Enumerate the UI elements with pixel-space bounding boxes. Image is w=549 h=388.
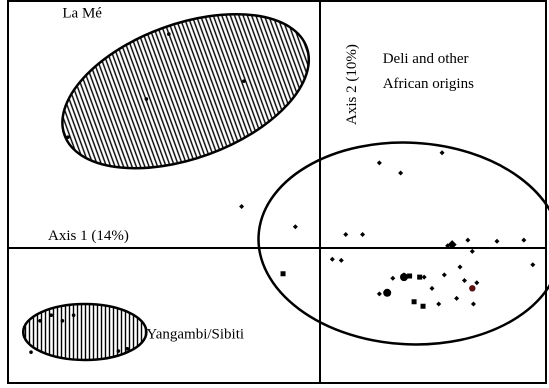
data-point [454, 295, 460, 301]
data-point [376, 160, 382, 166]
group-ellipses [21, 12, 549, 362]
data-points [29, 32, 536, 354]
data-point [469, 285, 476, 292]
data-point [436, 301, 442, 307]
data-point [144, 97, 149, 101]
data-point [66, 135, 70, 139]
group-label-deli-line-2: African origins [383, 76, 474, 92]
data-point [38, 319, 42, 323]
data-point [343, 232, 349, 238]
data-point [470, 301, 476, 307]
data-point [390, 275, 396, 281]
data-point [280, 271, 286, 277]
data-point [465, 237, 471, 243]
data-point [474, 280, 480, 286]
data-point [494, 238, 500, 244]
chart-border [7, 0, 547, 384]
data-point [469, 248, 475, 254]
data-point [400, 273, 408, 282]
data-point [292, 224, 298, 230]
data-point [417, 274, 423, 280]
data-point [167, 32, 171, 36]
data-point [329, 256, 335, 262]
data-point [60, 319, 65, 323]
group-ellipse-2 [257, 141, 549, 346]
data-point [338, 257, 344, 263]
group-label-deli-line-1: Deli and other [383, 51, 469, 67]
data-point [441, 272, 447, 278]
data-point [420, 303, 426, 309]
data-point [125, 347, 130, 351]
data-point [411, 299, 417, 305]
data-point [421, 274, 427, 280]
data-point [398, 170, 404, 176]
group-label-yangambi-sibiti: Yangambi/Sibiti [146, 327, 244, 343]
data-point [447, 240, 457, 250]
data-point [407, 273, 413, 279]
data-point [239, 204, 245, 210]
data-point [521, 237, 527, 243]
data-point [429, 285, 435, 291]
axis-2-label: Axis 2 (10%) [344, 44, 360, 125]
data-point [530, 262, 536, 268]
data-point [376, 291, 382, 297]
data-point [242, 79, 246, 83]
group-ellipse-0 [61, 12, 311, 170]
data-point [49, 313, 53, 318]
group-ellipse-1 [21, 302, 148, 362]
data-point [439, 150, 445, 156]
data-point [383, 288, 392, 297]
data-point [29, 350, 33, 354]
data-point [116, 349, 121, 353]
group-label-la-me: La Mé [62, 5, 102, 21]
data-point [457, 264, 463, 270]
data-point [71, 313, 76, 318]
data-point [461, 277, 467, 283]
axis-1-label: Axis 1 (14%) [48, 228, 129, 244]
data-point [360, 232, 366, 238]
